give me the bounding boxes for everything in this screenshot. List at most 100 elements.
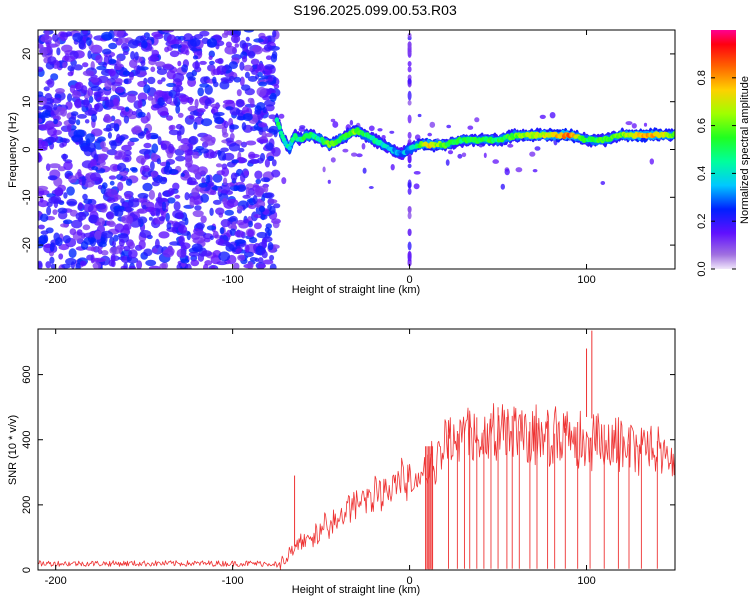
noise-blob bbox=[236, 205, 244, 211]
noise-blob bbox=[407, 61, 412, 67]
noise-blob bbox=[46, 206, 52, 216]
noise-blob bbox=[234, 239, 246, 245]
noise-blob bbox=[267, 204, 272, 211]
noise-blob bbox=[151, 181, 160, 187]
noise-blob bbox=[199, 148, 210, 154]
noise-blob bbox=[68, 175, 78, 184]
noise-blob bbox=[116, 106, 125, 111]
noise-blob bbox=[122, 223, 132, 231]
noise-blob bbox=[137, 99, 143, 109]
noise-blob bbox=[407, 212, 412, 220]
noise-blob bbox=[38, 185, 49, 191]
noise-blob bbox=[407, 228, 412, 237]
noise-blob bbox=[40, 230, 49, 235]
y-tick-label: -20 bbox=[21, 237, 33, 253]
noise-blob bbox=[156, 158, 162, 165]
noise-blob bbox=[189, 38, 201, 47]
noise-blob bbox=[139, 148, 151, 155]
noise-blob bbox=[272, 147, 281, 157]
noise-blob bbox=[47, 127, 57, 137]
noise-blob bbox=[83, 232, 95, 238]
noise-blob bbox=[107, 132, 112, 139]
snr-frame bbox=[37, 328, 676, 571]
noise-blob bbox=[261, 131, 267, 140]
noise-blob bbox=[158, 231, 170, 239]
noise-blob bbox=[110, 140, 117, 150]
noise-blob bbox=[137, 111, 146, 118]
noise-blob bbox=[199, 83, 210, 88]
noise-blob bbox=[123, 78, 129, 84]
noise-blob bbox=[86, 254, 94, 261]
noise-blob bbox=[253, 222, 262, 230]
noise-blob bbox=[210, 265, 216, 269]
noise-blob bbox=[184, 192, 190, 201]
noise-blob bbox=[127, 113, 138, 120]
snr-xlabel: Height of straight line (km) bbox=[292, 584, 420, 596]
noise-blob bbox=[125, 206, 132, 213]
noise-blob bbox=[223, 120, 229, 129]
noise-blob bbox=[254, 257, 259, 262]
noise-blob bbox=[109, 122, 117, 129]
noise-blob bbox=[407, 78, 412, 85]
noise-blob bbox=[111, 240, 116, 247]
noise-blob bbox=[122, 51, 129, 56]
noise-blob bbox=[148, 216, 153, 221]
noise-blob bbox=[59, 142, 65, 148]
noise-blob bbox=[117, 162, 127, 172]
noise-blob bbox=[136, 155, 147, 164]
noise-blob bbox=[83, 198, 93, 204]
noise-blob bbox=[147, 95, 154, 101]
noise-blob bbox=[101, 230, 113, 239]
spectrogram-ylabel: Frequency (Hz) bbox=[7, 112, 19, 188]
noise-blob bbox=[152, 247, 158, 254]
noise-blob bbox=[157, 97, 165, 106]
noise-blob bbox=[209, 235, 214, 241]
noise-blob bbox=[549, 112, 556, 119]
noise-blob bbox=[327, 179, 331, 184]
noise-blob bbox=[44, 93, 53, 101]
noise-blob bbox=[172, 182, 180, 191]
noise-blob bbox=[82, 224, 91, 231]
noise-blob bbox=[166, 115, 173, 121]
colorbar-gradient bbox=[711, 30, 736, 269]
noise-blob bbox=[407, 90, 412, 101]
noise-blob bbox=[85, 133, 96, 143]
noise-blob bbox=[332, 121, 339, 128]
noise-blob bbox=[322, 166, 326, 173]
noise-blob bbox=[101, 250, 109, 256]
signal-mark bbox=[274, 117, 280, 123]
noise-blob bbox=[57, 207, 68, 214]
y-tick-label: 0 bbox=[21, 146, 33, 152]
noise-blob bbox=[236, 99, 245, 108]
colorbar-tick-label: 0.6 bbox=[696, 118, 708, 133]
noise-blob bbox=[55, 88, 65, 94]
noise-blob bbox=[61, 263, 71, 269]
noise-blob bbox=[102, 182, 108, 190]
y-tick-label: -10 bbox=[21, 189, 33, 205]
noise-blob bbox=[75, 262, 81, 269]
noise-blob bbox=[151, 49, 159, 57]
noise-blob bbox=[264, 192, 275, 199]
noise-blob bbox=[81, 30, 89, 35]
noise-blob bbox=[192, 210, 204, 218]
noise-blob bbox=[65, 31, 73, 37]
noise-blob bbox=[142, 204, 147, 210]
noise-blob bbox=[492, 159, 500, 164]
noise-blob bbox=[56, 47, 61, 56]
noise-blob bbox=[159, 263, 167, 269]
noise-blob bbox=[117, 181, 124, 191]
noise-blob bbox=[67, 93, 73, 102]
noise-blob bbox=[195, 222, 205, 230]
noise-blob bbox=[247, 261, 254, 269]
noise-blob bbox=[136, 65, 141, 75]
noise-blob bbox=[90, 246, 97, 252]
noise-blob bbox=[222, 132, 229, 138]
snr-y-ticks: 0 200 400 600 bbox=[21, 365, 675, 573]
noise-blob bbox=[129, 137, 140, 142]
noise-blob bbox=[407, 66, 412, 73]
noise-blob bbox=[150, 170, 159, 177]
noise-blob bbox=[62, 235, 71, 244]
noise-blob bbox=[97, 249, 103, 255]
y-tick-label: 400 bbox=[21, 431, 33, 449]
